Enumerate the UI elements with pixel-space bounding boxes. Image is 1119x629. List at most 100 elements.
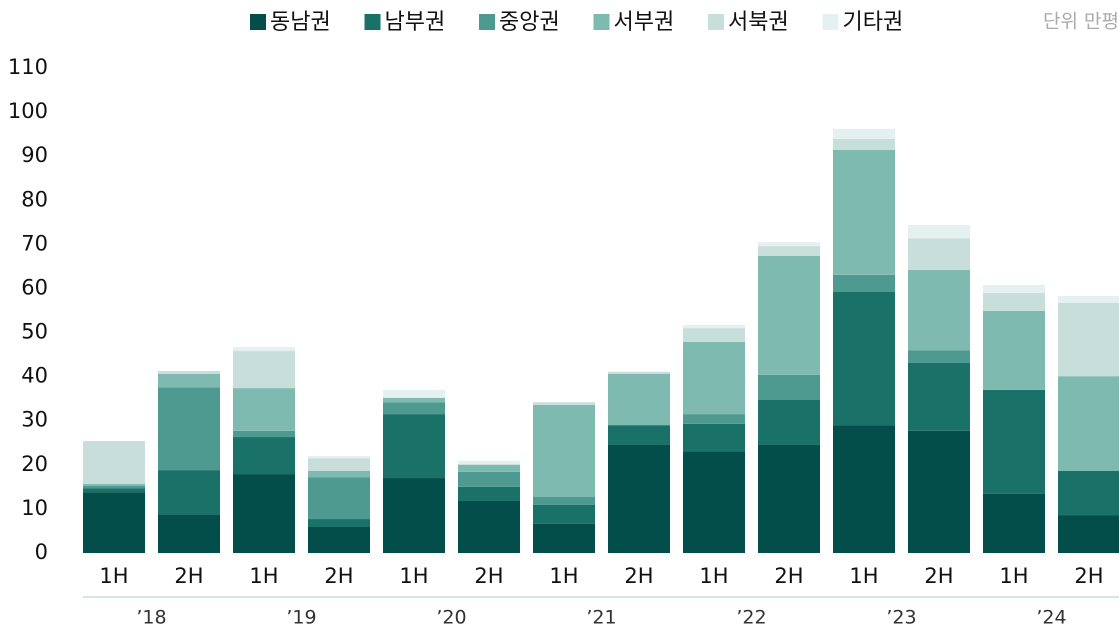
bar-segment — [308, 470, 370, 478]
bar-segment — [758, 400, 820, 445]
x-tick-label: 2H — [474, 564, 503, 588]
bar-segment — [233, 474, 295, 553]
legend-label: 서부권 — [614, 10, 675, 35]
group-label: ’23 — [886, 607, 916, 629]
bar-segment — [83, 441, 145, 484]
legend-swatch — [479, 14, 495, 30]
bar-segment — [458, 486, 520, 501]
bar-segment — [758, 242, 820, 247]
bar-segment — [983, 292, 1045, 311]
legend-label: 남부권 — [385, 10, 446, 35]
bar-segment — [83, 488, 145, 493]
bar-segment — [383, 397, 445, 403]
y-tick-label: 40 — [21, 364, 48, 388]
bar-segment — [608, 371, 670, 374]
legend-swatch — [364, 14, 381, 30]
x-tick-label: 2H — [324, 564, 353, 588]
y-tick-label: 0 — [35, 540, 48, 564]
bar-segment — [158, 373, 220, 388]
legend-swatch — [593, 14, 610, 30]
y-tick-label: 100 — [8, 99, 48, 123]
y-tick-label: 30 — [21, 408, 48, 432]
x-tick-label: 2H — [624, 564, 653, 588]
bar-segment — [683, 414, 745, 424]
bar-segment — [1058, 515, 1119, 553]
bar-segment — [1058, 470, 1119, 516]
bar-segment — [983, 284, 1045, 293]
legend-label: 서북권 — [728, 10, 789, 35]
bar-segment — [458, 460, 520, 464]
bar-segment — [608, 425, 670, 445]
bar-segment — [158, 470, 220, 515]
y-tick-label: 70 — [21, 231, 48, 255]
bar-segment — [233, 437, 295, 475]
bar-segment — [458, 464, 520, 472]
bar-segment — [683, 451, 745, 553]
bar-segment — [533, 497, 595, 505]
bar-segment — [233, 430, 295, 438]
bar-segment — [1058, 303, 1119, 377]
bar-segment — [833, 291, 895, 426]
y-tick-label: 80 — [21, 187, 48, 211]
bar-segment — [533, 404, 595, 498]
bar-segment — [83, 483, 145, 486]
bar-segment — [983, 310, 1045, 390]
bar-segment — [1058, 295, 1119, 304]
bar-segment — [383, 389, 445, 398]
x-tick-label: 1H — [399, 564, 428, 588]
x-tick-label: 2H — [1074, 564, 1103, 588]
x-tick-label: 2H — [924, 564, 953, 588]
legend-swatch — [708, 14, 724, 30]
bar-segment — [533, 402, 595, 405]
bar-segment — [683, 423, 745, 452]
bar-segment — [908, 224, 970, 239]
x-tick-label: 1H — [699, 564, 728, 588]
x-tick-label: 2H — [174, 564, 203, 588]
bar-segment — [758, 374, 820, 401]
bar-segment — [683, 328, 745, 342]
bar-segment — [233, 351, 295, 389]
bar-segment — [908, 430, 970, 553]
bar-segment — [233, 347, 295, 352]
y-tick-label: 60 — [21, 275, 48, 299]
bar-segment — [158, 370, 220, 374]
bar-segment — [458, 463, 520, 465]
bar-segment — [383, 478, 445, 553]
bar-segment — [458, 500, 520, 553]
group-label: ’22 — [736, 607, 766, 629]
x-tick-label: 1H — [999, 564, 1028, 588]
bar-segment — [608, 373, 670, 426]
bar-segment — [158, 387, 220, 471]
bar-segment — [983, 389, 1045, 494]
bar-segment — [383, 402, 445, 415]
bar-segment — [758, 246, 820, 256]
bar-segment — [383, 414, 445, 479]
group-label: ’19 — [286, 607, 316, 629]
bar-segment — [833, 425, 895, 553]
bar-segment — [833, 150, 895, 275]
bar-segment — [308, 456, 370, 459]
y-tick-label: 50 — [21, 320, 48, 344]
bar-segment — [683, 341, 745, 415]
bar-segment — [308, 458, 370, 471]
group-label: ’18 — [136, 607, 166, 629]
x-tick-label: 1H — [849, 564, 878, 588]
bar-segment — [533, 523, 595, 553]
bar-segment — [308, 477, 370, 520]
bar-segment — [908, 269, 970, 351]
bar-segment — [83, 492, 145, 553]
bar-segment — [83, 485, 145, 489]
bar-segment — [458, 471, 520, 487]
bar-segment — [683, 325, 745, 329]
legend-swatch — [250, 14, 266, 30]
bar-segment — [308, 519, 370, 527]
group-label: ’21 — [586, 607, 616, 629]
bar-segment — [833, 274, 895, 292]
bar-segment — [158, 514, 220, 553]
bar-segment — [1058, 376, 1119, 471]
y-tick-label: 10 — [21, 496, 48, 520]
bar-segment — [908, 238, 970, 270]
bar-segment — [983, 493, 1045, 553]
legend-label: 기타권 — [843, 10, 904, 35]
x-tick-label: 1H — [249, 564, 278, 588]
